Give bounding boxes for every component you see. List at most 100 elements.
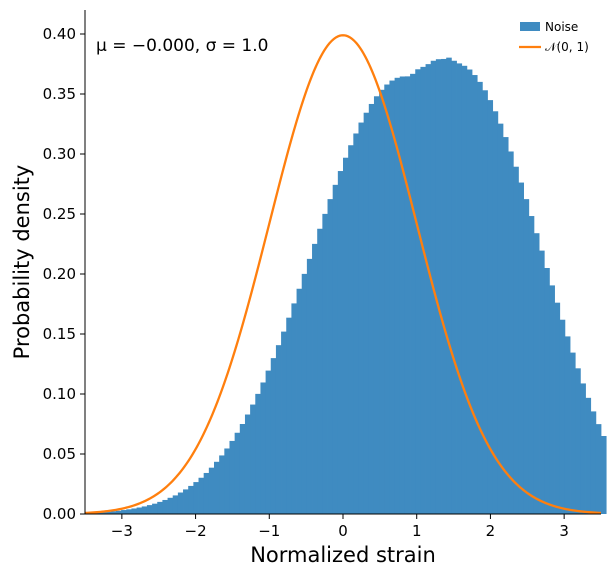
histogram-bar xyxy=(291,303,297,514)
histogram-bar xyxy=(126,509,132,514)
histogram-bar xyxy=(508,151,514,515)
histogram-bar xyxy=(497,123,504,514)
histogram-bar xyxy=(260,382,266,514)
histogram-bar xyxy=(296,288,303,514)
x-tick-label: −3 xyxy=(111,522,133,540)
histogram-bar xyxy=(539,250,545,514)
histogram-bar xyxy=(121,510,127,514)
histogram-bar xyxy=(152,503,158,514)
histogram-bar xyxy=(100,512,107,514)
legend-label-noise: Noise xyxy=(545,20,578,34)
histogram-bar xyxy=(549,285,555,514)
histogram-bar xyxy=(363,112,370,514)
histogram-bar xyxy=(188,485,194,514)
histogram-bar xyxy=(115,510,122,514)
histogram-bar xyxy=(559,319,566,514)
histogram-bar xyxy=(492,111,499,514)
histogram-bar xyxy=(379,89,385,515)
histogram-bar xyxy=(250,404,256,514)
legend-label-normal: 𝒩(0, 1) xyxy=(545,40,589,54)
histogram-bar xyxy=(146,505,153,514)
y-tick-label: 0.35 xyxy=(43,85,76,103)
histogram-bar xyxy=(343,157,349,514)
y-tick-label: 0.00 xyxy=(43,505,76,523)
histogram-bar xyxy=(281,331,287,514)
histogram-bar xyxy=(477,81,483,514)
histogram-bar xyxy=(358,122,365,514)
histogram-bar xyxy=(332,184,339,514)
histogram-bar xyxy=(601,436,607,514)
histogram-bar xyxy=(239,424,246,514)
histogram-bar xyxy=(420,66,426,514)
y-axis-ticks: 0.00 0.05 0.10 0.15 0.20 0.25 0.30 0.35 0.40 xyxy=(43,25,85,523)
histogram-bar xyxy=(533,233,540,514)
histogram-bar xyxy=(337,171,344,515)
histogram-bar xyxy=(265,370,272,514)
histogram-bar xyxy=(183,489,189,514)
histogram-bar xyxy=(219,455,225,514)
histogram-bar xyxy=(270,358,277,514)
histogram-bar xyxy=(373,96,380,514)
histogram-bar xyxy=(162,499,168,514)
histogram-bar xyxy=(472,75,478,514)
histogram-bar xyxy=(564,336,571,514)
histogram-bar xyxy=(544,268,550,514)
x-axis-title: Normalized strain xyxy=(250,543,436,567)
histogram-bar xyxy=(286,317,292,514)
x-tick-label: 2 xyxy=(486,522,496,540)
histogram-bar xyxy=(404,76,411,515)
histogram-bar xyxy=(394,77,401,515)
histogram-bar xyxy=(275,345,282,514)
histogram-bar xyxy=(322,213,328,514)
histogram-bar xyxy=(317,228,323,514)
histogram-bar xyxy=(456,63,463,515)
histogram-bar xyxy=(482,90,488,514)
histogram-bar xyxy=(244,414,251,514)
histogram-bar xyxy=(198,477,205,514)
histogram-bar xyxy=(523,199,530,514)
histogram-bar xyxy=(193,482,199,514)
y-tick-label: 0.05 xyxy=(43,445,76,463)
histogram-bar xyxy=(425,64,432,515)
histogram-bar xyxy=(513,166,519,514)
histogram-bar xyxy=(389,80,395,514)
x-tick-label: −2 xyxy=(185,522,207,540)
histogram-bar xyxy=(234,432,241,514)
histogram-bar xyxy=(353,133,359,515)
histogram-bar xyxy=(105,511,112,514)
histogram-bar xyxy=(415,69,421,514)
normal-pdf-curve xyxy=(84,34,602,515)
histogram-bar xyxy=(528,216,535,515)
histogram-bars xyxy=(85,57,607,515)
histogram-bar xyxy=(255,393,261,514)
histogram-bar xyxy=(110,511,117,514)
histogram-bar xyxy=(451,60,457,514)
legend: Noise 𝒩(0, 1) xyxy=(519,20,589,54)
histogram-bar xyxy=(348,145,354,515)
histogram-bar xyxy=(518,182,524,514)
histogram-bar xyxy=(327,199,334,514)
histogram-bar xyxy=(590,411,597,514)
histogram-bar xyxy=(399,76,406,514)
histogram-bar xyxy=(502,137,509,514)
histogram-bar xyxy=(306,258,313,514)
histogram-bar xyxy=(229,440,236,514)
histogram-bar xyxy=(136,507,143,514)
histogram-bar xyxy=(585,397,592,514)
histogram-bar xyxy=(435,59,442,514)
histogram-bar xyxy=(410,73,416,514)
histogram-bar xyxy=(214,461,220,514)
histogram-bar xyxy=(580,383,586,514)
histogram-bar xyxy=(575,368,581,514)
histogram-bar xyxy=(570,352,576,514)
histogram-bar xyxy=(157,501,163,514)
histogram-bar xyxy=(312,243,318,514)
histogram-bar xyxy=(384,84,390,515)
histogram-bar xyxy=(224,448,230,514)
y-tick-label: 0.15 xyxy=(43,325,76,343)
x-tick-label: 1 xyxy=(412,522,422,540)
histogram-bar xyxy=(595,424,602,514)
histogram-bar xyxy=(141,506,148,514)
histogram-bar xyxy=(172,495,179,514)
